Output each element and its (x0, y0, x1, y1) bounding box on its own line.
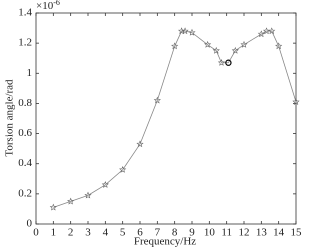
x-tick-label: 2 (68, 227, 74, 239)
star-marker (101, 181, 109, 188)
y-tick-label: 0.6 (18, 127, 32, 139)
y-multiplier-exponent: -6 (53, 0, 60, 7)
x-tick-label: 12 (239, 227, 250, 239)
star-marker (84, 191, 92, 199)
x-tick-label: 11 (221, 227, 232, 239)
x-axis-label: Frequency/Hz (134, 236, 196, 248)
x-tick-label: 10 (204, 227, 216, 239)
y-tick-label: 0.2 (18, 187, 32, 199)
star-marker (212, 46, 220, 54)
star-marker (153, 96, 161, 104)
star-marker (171, 42, 179, 50)
x-tick-label: 4 (103, 227, 109, 239)
star-marker (240, 40, 248, 48)
star-marker (268, 27, 276, 35)
x-tick-label: 1 (51, 227, 57, 239)
y-tick-label: 0.4 (18, 157, 32, 169)
star-marker (231, 46, 239, 54)
y-tick-label: 1.2 (18, 37, 32, 49)
star-marker (257, 30, 265, 38)
x-tick-label: 14 (273, 227, 285, 239)
highlight-marker (225, 59, 232, 66)
y-axis-label: Torsion angle/rad (4, 79, 16, 157)
series-line (53, 30, 297, 208)
star-marker (119, 165, 127, 173)
y-multiplier: ×10-6 (36, 0, 60, 12)
x-tick-label: 7 (155, 227, 161, 239)
star-marker (67, 197, 75, 205)
star-marker (217, 58, 226, 66)
star-marker (181, 27, 189, 35)
x-tick-label: 3 (85, 227, 91, 239)
star-marker (275, 42, 283, 50)
y-tick-label: 0.8 (18, 97, 32, 109)
plot-frame (35, 12, 297, 225)
x-tick-label: 13 (256, 227, 268, 239)
x-tick-label: 6 (137, 227, 143, 239)
y-tick-label: 1 (27, 67, 33, 79)
star-marker (49, 203, 57, 211)
x-tick-label: 15 (291, 227, 303, 239)
star-marker (292, 98, 300, 105)
star-marker (136, 140, 144, 148)
x-tick-label: 9 (189, 227, 195, 239)
y-tick-label: 1.4 (18, 7, 32, 19)
y-multiplier-base: ×10 (36, 0, 54, 12)
x-tick-label: 0 (33, 227, 39, 239)
y-tick-label: 0 (27, 218, 33, 230)
star-marker (204, 40, 212, 48)
star-marker (188, 28, 196, 36)
x-tick-label: 5 (120, 227, 126, 239)
x-tick-label: 8 (172, 227, 178, 239)
